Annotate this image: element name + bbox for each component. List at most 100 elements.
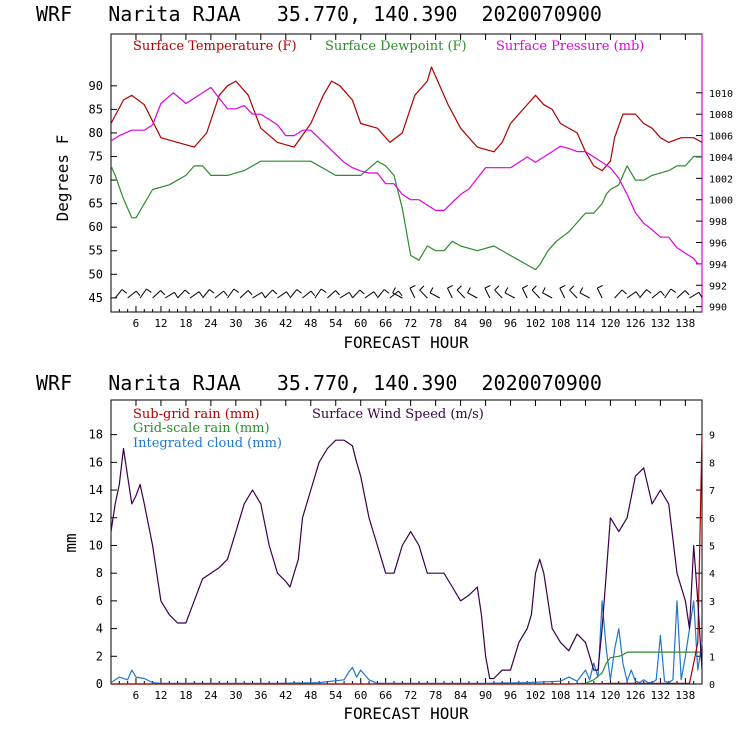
wind-barb-flag xyxy=(484,285,491,289)
x-tick-label: 132 xyxy=(650,689,670,702)
wind-barb xyxy=(392,292,403,299)
wind-barb xyxy=(559,287,566,299)
wind-barb xyxy=(252,291,263,299)
wind-barb xyxy=(579,292,590,299)
x-tick-label: 120 xyxy=(600,317,620,330)
wind-barb-flag xyxy=(447,285,454,289)
wind-barb xyxy=(389,290,399,299)
x-tick-label: 24 xyxy=(204,317,218,330)
wind-barb xyxy=(302,290,312,299)
wind-barb-flag xyxy=(286,291,291,297)
x-tick-label: 18 xyxy=(179,317,192,330)
series-line-integrated-cloud-mm xyxy=(110,600,703,684)
wind-barb-flag xyxy=(184,289,190,295)
x-tick-label: 42 xyxy=(279,689,292,702)
x-tick-label: 12 xyxy=(154,689,167,702)
x-tick-label: 102 xyxy=(526,317,546,330)
y-tick-label: 45 xyxy=(89,291,103,305)
x-tick-label: 138 xyxy=(675,317,695,330)
x-tick-label: 24 xyxy=(204,689,218,702)
wind-barb-flag xyxy=(310,290,316,297)
x-tick-label: 96 xyxy=(504,317,517,330)
x-tick-label: 54 xyxy=(329,317,343,330)
wind-barb-flag xyxy=(272,289,278,295)
y2-tick-label: 1008 xyxy=(709,110,733,121)
y2-tick-label: 4 xyxy=(709,569,715,580)
x-tick-label: 6 xyxy=(133,317,140,330)
wind-barb-flag xyxy=(209,289,215,294)
y-tick-label: 4 xyxy=(96,622,103,636)
wind-barb-flag xyxy=(670,288,677,293)
top-y-axis-label: Degrees F xyxy=(53,135,72,222)
x-tick-label: 90 xyxy=(479,689,492,702)
wind-barb xyxy=(177,289,186,299)
wind-barb-flag xyxy=(359,289,365,295)
y-tick-label: 85 xyxy=(89,102,103,116)
y2-tick-label: 8 xyxy=(709,458,715,469)
wind-barb-flag xyxy=(660,290,665,297)
wind-barb xyxy=(189,291,200,299)
wind-barb xyxy=(127,290,137,299)
wind-barb xyxy=(264,289,273,299)
x-tick-label: 66 xyxy=(379,317,392,330)
wind-barb-flag xyxy=(698,292,703,298)
x-tick-label: 18 xyxy=(179,689,192,702)
x-tick-label: 78 xyxy=(429,689,442,702)
wind-barb xyxy=(202,289,210,299)
x-tick-label: 60 xyxy=(354,689,367,702)
x-tick-label: 114 xyxy=(576,317,596,330)
wind-barb xyxy=(239,290,249,299)
wind-barb-flag xyxy=(522,285,528,289)
wind-barb xyxy=(114,289,123,299)
y-tick-label: 6 xyxy=(96,594,103,608)
y2-tick-label: 1010 xyxy=(709,89,733,100)
x-tick-label: 54 xyxy=(329,689,343,702)
wind-barb-flag xyxy=(542,287,546,294)
legend-surface-dewpoint: Surface Dewpoint (F) xyxy=(325,39,467,54)
wind-barb-flag xyxy=(456,285,462,291)
wind-barb xyxy=(467,292,478,299)
wind-barb xyxy=(531,289,541,299)
bottom-x-ticks: 6 12 18 24 30 36 42 48 54 60 66 72 78 84 90 96 102 108 114… xyxy=(118,400,695,702)
bottom-y-ticks: 0 2 4 6 8 10 12 14 16 18 xyxy=(89,428,117,691)
wind-barb-flag xyxy=(419,285,425,291)
series-line-grid-scale-rain-mm xyxy=(111,651,702,685)
series-line-surface-dewpoint-f xyxy=(110,155,702,271)
x-tick-label: 84 xyxy=(454,689,468,702)
wind-barb-flag xyxy=(261,292,266,298)
y-tick-label: 18 xyxy=(89,428,103,442)
wind-barb xyxy=(447,287,453,299)
y2-tick-label: 5 xyxy=(709,541,715,552)
y2-tick-label: 7 xyxy=(709,486,715,497)
top-x-axis-label: FORECAST HOUR xyxy=(343,333,469,352)
top-series xyxy=(110,66,703,271)
wind-barb xyxy=(494,289,503,299)
legend-surface-wind-speed: Surface Wind Speed (m/s) xyxy=(312,407,484,422)
wind-barbs-row xyxy=(114,285,703,299)
wind-barb xyxy=(409,287,416,299)
y-tick-label: 55 xyxy=(89,244,103,258)
wind-barb-flag xyxy=(579,287,584,294)
wind-barb xyxy=(626,291,637,299)
wind-barb xyxy=(164,291,175,299)
wind-barb-flag xyxy=(174,292,179,298)
x-tick-label: 12 xyxy=(154,317,167,330)
wind-barb-flag xyxy=(429,287,434,294)
wind-barb xyxy=(314,288,322,299)
x-tick-label: 48 xyxy=(304,689,317,702)
wind-barb xyxy=(569,289,578,299)
bottom-x-axis-label: FORECAST HOUR xyxy=(343,704,469,723)
y2-tick-label: 2 xyxy=(709,625,715,636)
y2-tick-label: 1 xyxy=(709,652,715,663)
wind-barb xyxy=(596,287,603,299)
series-line-surface-wind-speed-m-s xyxy=(110,439,703,680)
wind-barb xyxy=(376,289,385,299)
series-line-surface-pressure-mb xyxy=(110,86,702,265)
x-tick-label: 138 xyxy=(675,689,695,702)
wind-barb-flag xyxy=(198,291,203,297)
wind-barb-flag xyxy=(247,290,253,296)
x-tick-label: 78 xyxy=(429,317,442,330)
wind-barb-flag xyxy=(223,290,228,297)
wind-barb-flag xyxy=(146,288,152,293)
